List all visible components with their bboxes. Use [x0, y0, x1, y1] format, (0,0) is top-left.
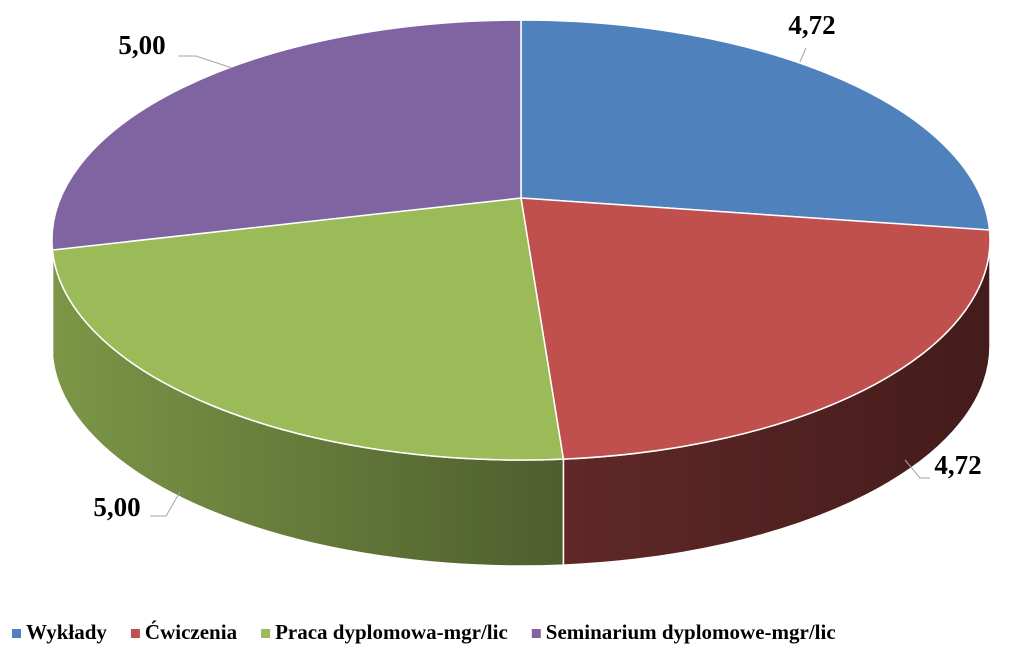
legend-label: Ćwiczenia: [145, 620, 238, 644]
leader-line: [904, 459, 930, 479]
leader-line: [799, 47, 807, 63]
pie-slice: [520, 197, 991, 460]
pie-slice: [51, 19, 522, 251]
legend-swatch: [130, 629, 140, 638]
data-label: 5,00: [118, 30, 165, 60]
pie-slice: [51, 197, 565, 461]
legend-label: Wykłady: [26, 620, 107, 644]
legend-label: Seminarium dyplomowe-mgr/lic: [546, 620, 836, 644]
legend-swatch: [531, 629, 541, 638]
legend-swatch: [12, 629, 21, 638]
data-label: 5,00: [93, 492, 140, 522]
leader-line: [178, 55, 233, 69]
data-label: 4,72: [788, 10, 835, 40]
data-label: 4,72: [934, 450, 981, 480]
legend-label: Praca dyplomowa-mgr/lic: [275, 620, 508, 644]
leader-line: [150, 491, 181, 517]
legend-swatch: [261, 629, 271, 638]
pie-slice: [520, 19, 991, 231]
